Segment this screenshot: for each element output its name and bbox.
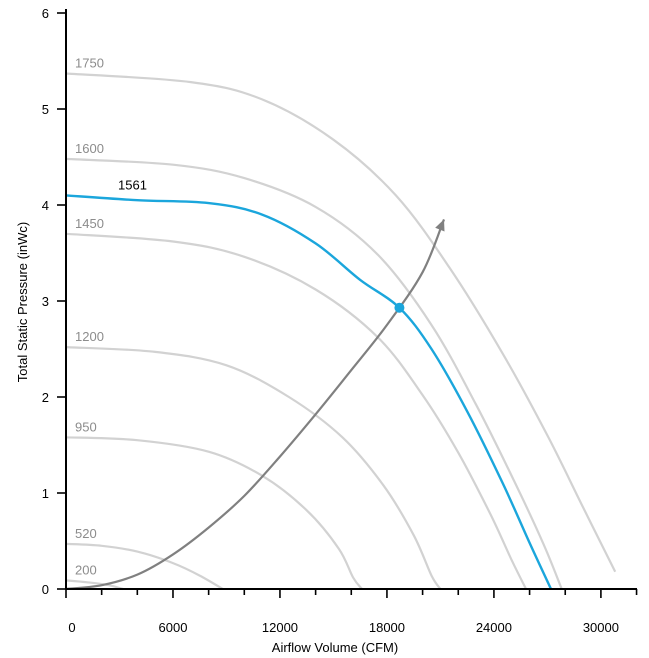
x-tick-label: 12000: [262, 620, 298, 635]
x-tick-label: 6000: [159, 620, 188, 635]
x-tick-label: 0: [68, 620, 75, 635]
ticks-group: 0 6000 12000 18000 24000 30000 0 1 2 3 4 5 6: [42, 6, 638, 635]
x-tick-label: 18000: [369, 620, 405, 635]
speed-curve-1600: [65, 157, 563, 590]
speed-curve-1750: [65, 72, 617, 573]
y-axis-title: Total Static Pressure (inWc): [15, 222, 30, 382]
y-tick-label: 2: [42, 390, 49, 405]
curve-label-1561: 1561: [118, 177, 147, 192]
y-tick-label: 4: [42, 198, 49, 213]
speed-curve-1450: [65, 232, 527, 590]
curve-labels-group: 200 520 950 1200 1450 1561 1600 1750: [75, 55, 147, 577]
axes-group: [65, 9, 637, 590]
y-tick-label: 6: [42, 6, 49, 21]
curve-label-1450: 1450: [75, 216, 104, 231]
speed-curve-950: [65, 436, 363, 590]
curve-label-200: 200: [75, 562, 97, 577]
y-tick-label: 3: [42, 294, 49, 309]
curve-label-520: 520: [75, 526, 97, 541]
y-tick-label: 0: [42, 582, 49, 597]
speed-curves-group: [65, 72, 617, 591]
operating-curve-1561: [65, 194, 553, 590]
system-curve: [65, 218, 446, 591]
speed-curve-200: [65, 579, 124, 591]
curve-label-950: 950: [75, 419, 97, 434]
speed-curve-520: [65, 542, 224, 590]
operating-point-marker: [394, 302, 405, 313]
curve-label-1750: 1750: [75, 55, 104, 70]
curve-label-1200: 1200: [75, 329, 104, 344]
y-tick-label: 5: [42, 102, 49, 117]
y-tick-label: 1: [42, 486, 49, 501]
speed-curve-1200: [65, 346, 442, 590]
system-curve-arrowhead: [435, 219, 445, 232]
x-tick-label: 30000: [583, 620, 619, 635]
x-axis-title: Airflow Volume (CFM): [272, 640, 398, 655]
x-tick-label: 24000: [476, 620, 512, 635]
curve-label-1600: 1600: [75, 141, 104, 156]
